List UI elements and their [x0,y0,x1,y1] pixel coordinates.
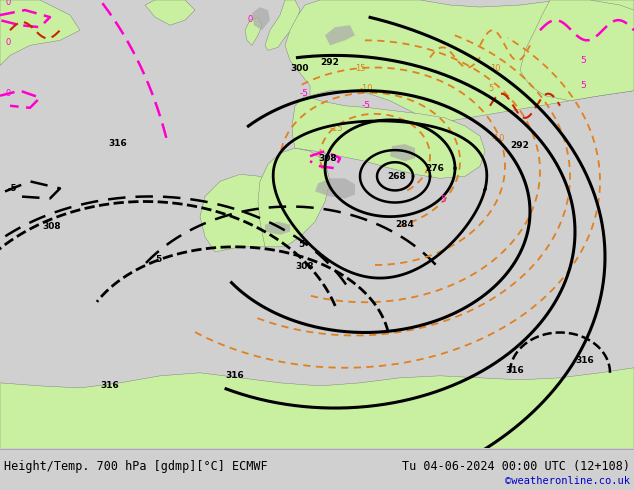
Polygon shape [390,144,415,161]
Polygon shape [325,25,355,46]
Text: 0: 0 [5,89,10,98]
Polygon shape [245,17,262,46]
Polygon shape [315,178,355,198]
Text: 308: 308 [295,262,314,271]
Text: 5: 5 [580,81,586,90]
Text: 292: 292 [510,141,529,150]
Text: 15: 15 [355,64,365,73]
Polygon shape [252,7,270,30]
Text: 316: 316 [575,356,594,365]
Text: 5: 5 [298,240,304,249]
Text: 0: 0 [5,0,10,7]
Polygon shape [200,174,290,252]
Text: -5: -5 [300,89,309,98]
Polygon shape [265,0,300,50]
Text: 292: 292 [320,58,339,68]
Text: 300: 300 [290,64,309,73]
Polygon shape [0,368,634,448]
Text: -15: -15 [330,124,344,133]
Text: 308: 308 [42,221,61,231]
Polygon shape [285,0,634,121]
Text: 10: 10 [490,64,500,73]
Text: -5: -5 [8,184,18,194]
Polygon shape [258,148,330,247]
Text: 5: 5 [440,195,446,203]
Text: 0: 0 [45,0,50,2]
Polygon shape [305,0,410,91]
Text: 5: 5 [155,255,161,264]
Polygon shape [265,221,290,235]
Text: 316: 316 [225,371,243,380]
Text: 276: 276 [425,164,444,173]
Text: Tu 04-06-2024 00:00 UTC (12+108): Tu 04-06-2024 00:00 UTC (12+108) [402,460,630,473]
Polygon shape [292,96,485,178]
Text: 284: 284 [395,220,414,229]
Text: 308: 308 [318,154,337,163]
Polygon shape [145,0,195,25]
Polygon shape [520,0,634,101]
Text: -10: -10 [492,134,505,143]
Text: 268: 268 [387,172,406,181]
Text: 5: 5 [488,84,493,93]
Text: -5: -5 [362,101,371,110]
Text: 316: 316 [505,366,524,375]
Polygon shape [0,0,80,66]
Text: 5: 5 [580,56,586,66]
Text: 316: 316 [108,139,127,148]
Text: 0: 0 [5,38,10,48]
Polygon shape [343,71,360,88]
Text: Height/Temp. 700 hPa [gdmp][°C] ECMWF: Height/Temp. 700 hPa [gdmp][°C] ECMWF [4,460,268,473]
Text: 0: 0 [248,15,253,24]
Text: ©weatheronline.co.uk: ©weatheronline.co.uk [505,476,630,486]
Text: -10: -10 [360,84,373,93]
Text: 316: 316 [100,381,119,390]
